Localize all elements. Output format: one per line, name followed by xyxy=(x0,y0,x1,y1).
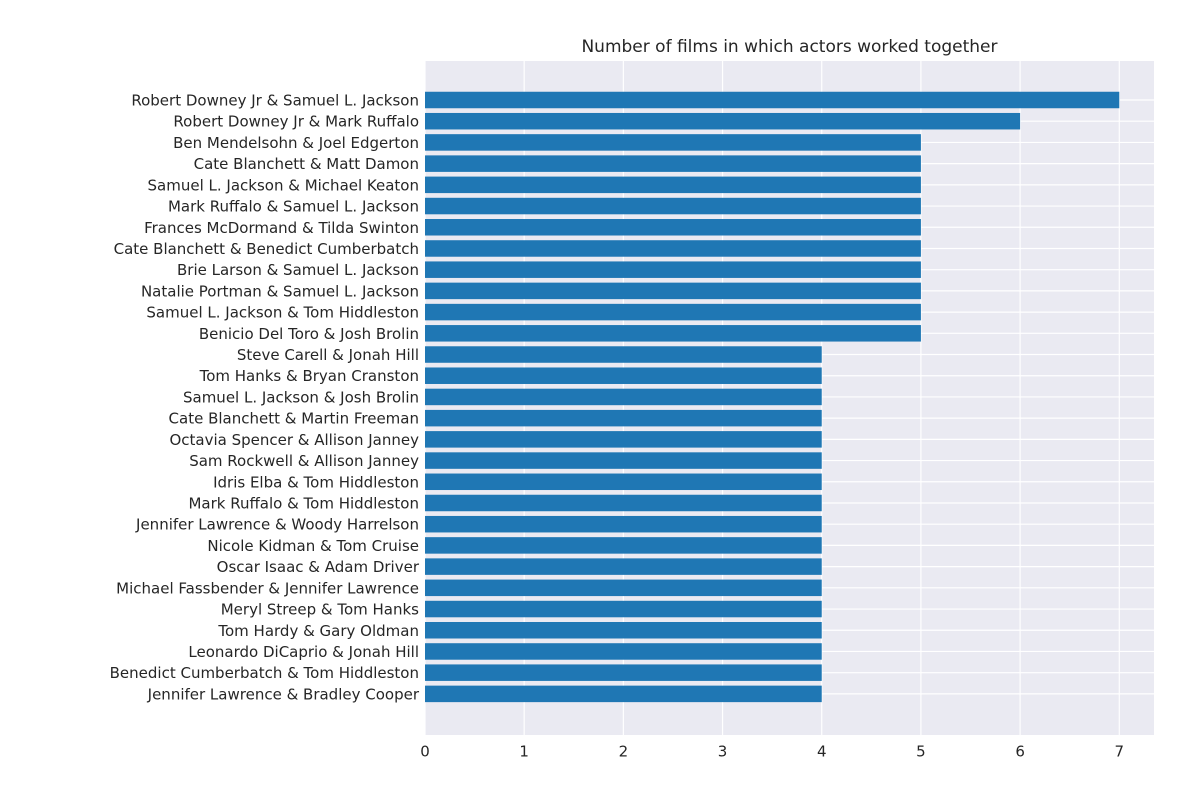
category-label: Tom Hanks & Bryan Cranston xyxy=(199,367,419,385)
bar xyxy=(425,155,921,172)
bar xyxy=(425,219,921,236)
bar xyxy=(425,388,822,406)
bar xyxy=(425,409,822,427)
bar xyxy=(425,325,921,342)
x-tick-labels: 0 1 2 3 4 5 6 7 xyxy=(420,743,1124,761)
bar xyxy=(425,600,822,618)
category-label: Natalie Portman & Samuel L. Jackson xyxy=(141,282,419,300)
category-label: Nicole Kidman & Tom Cruise xyxy=(207,537,419,555)
x-tick-label: 2 xyxy=(619,743,629,761)
x-tick-label: 4 xyxy=(817,743,827,761)
category-label: Benicio Del Toro & Josh Brolin xyxy=(199,325,419,343)
bar xyxy=(425,282,921,300)
bar xyxy=(425,685,822,703)
category-label: Mark Ruffalo & Samuel L. Jackson xyxy=(168,198,419,216)
category-label: Mark Ruffalo & Tom Hiddleston xyxy=(188,494,419,512)
bar xyxy=(425,537,822,554)
category-label: Idris Elba & Tom Hiddleston xyxy=(213,473,419,491)
bar xyxy=(425,303,921,321)
bar xyxy=(425,112,1021,130)
category-label: Ben Mendelsohn & Joel Edgerton xyxy=(173,134,419,152)
bar xyxy=(425,91,1120,109)
category-label: Cate Blanchett & Benedict Cumberbatch xyxy=(114,240,419,258)
bar xyxy=(425,579,822,597)
bar xyxy=(425,622,822,639)
category-label: Steve Carell & Jonah Hill xyxy=(237,346,419,364)
x-tick-label: 6 xyxy=(1015,743,1025,761)
x-tick-label: 7 xyxy=(1115,743,1125,761)
bar xyxy=(425,515,822,533)
bar xyxy=(425,431,822,448)
category-label: Samuel L. Jackson & Michael Keaton xyxy=(148,176,419,194)
bar xyxy=(425,261,921,278)
category-label: Sam Rockwell & Allison Janney xyxy=(189,452,419,470)
category-label: Oscar Isaac & Adam Driver xyxy=(217,558,420,576)
bar xyxy=(425,346,822,363)
bars xyxy=(425,91,1120,703)
category-label: Meryl Streep & Tom Hanks xyxy=(221,601,419,619)
bar xyxy=(425,473,822,491)
bar xyxy=(425,134,921,151)
x-tick-label: 3 xyxy=(718,743,728,761)
category-label: Leonardo DiCaprio & Jonah Hill xyxy=(188,643,419,661)
bar xyxy=(425,558,822,575)
category-label: Cate Blanchett & Martin Freeman xyxy=(169,410,419,428)
category-label: Jennifer Lawrence & Bradley Cooper xyxy=(147,685,420,703)
category-label: Octavia Spencer & Allison Janney xyxy=(169,431,419,449)
chart-title: Number of films in which actors worked t… xyxy=(581,37,997,57)
bar xyxy=(425,494,822,512)
category-label: Cate Blanchett & Matt Damon xyxy=(194,155,419,173)
bar xyxy=(425,452,822,469)
bar xyxy=(425,367,822,384)
category-labels: Robert Downey Jr & Samuel L. Jackson Robe… xyxy=(110,92,420,704)
category-label: Tom Hardy & Gary Oldman xyxy=(217,622,419,640)
bar xyxy=(425,643,822,660)
category-label: Samuel L. Jackson & Josh Brolin xyxy=(183,388,419,406)
category-label: Brie Larson & Samuel L. Jackson xyxy=(177,261,419,279)
x-tick-label: 5 xyxy=(916,743,926,761)
bar xyxy=(425,240,921,257)
category-label: Frances McDormand & Tilda Swinton xyxy=(144,219,419,237)
category-label: Jennifer Lawrence & Woody Harrelson xyxy=(135,516,419,534)
bar xyxy=(425,176,921,194)
bar xyxy=(425,197,921,215)
category-label: Benedict Cumberbatch & Tom Hiddleston xyxy=(110,664,419,682)
category-label: Robert Downey Jr & Samuel L. Jackson xyxy=(131,92,419,110)
bar xyxy=(425,664,822,681)
category-label: Michael Fassbender & Jennifer Lawrence xyxy=(116,579,419,597)
category-label: Robert Downey Jr & Mark Ruffalo xyxy=(173,113,419,131)
x-tick-label: 0 xyxy=(420,743,430,761)
category-label: Samuel L. Jackson & Tom Hiddleston xyxy=(146,304,419,322)
x-tick-label: 1 xyxy=(519,743,529,761)
